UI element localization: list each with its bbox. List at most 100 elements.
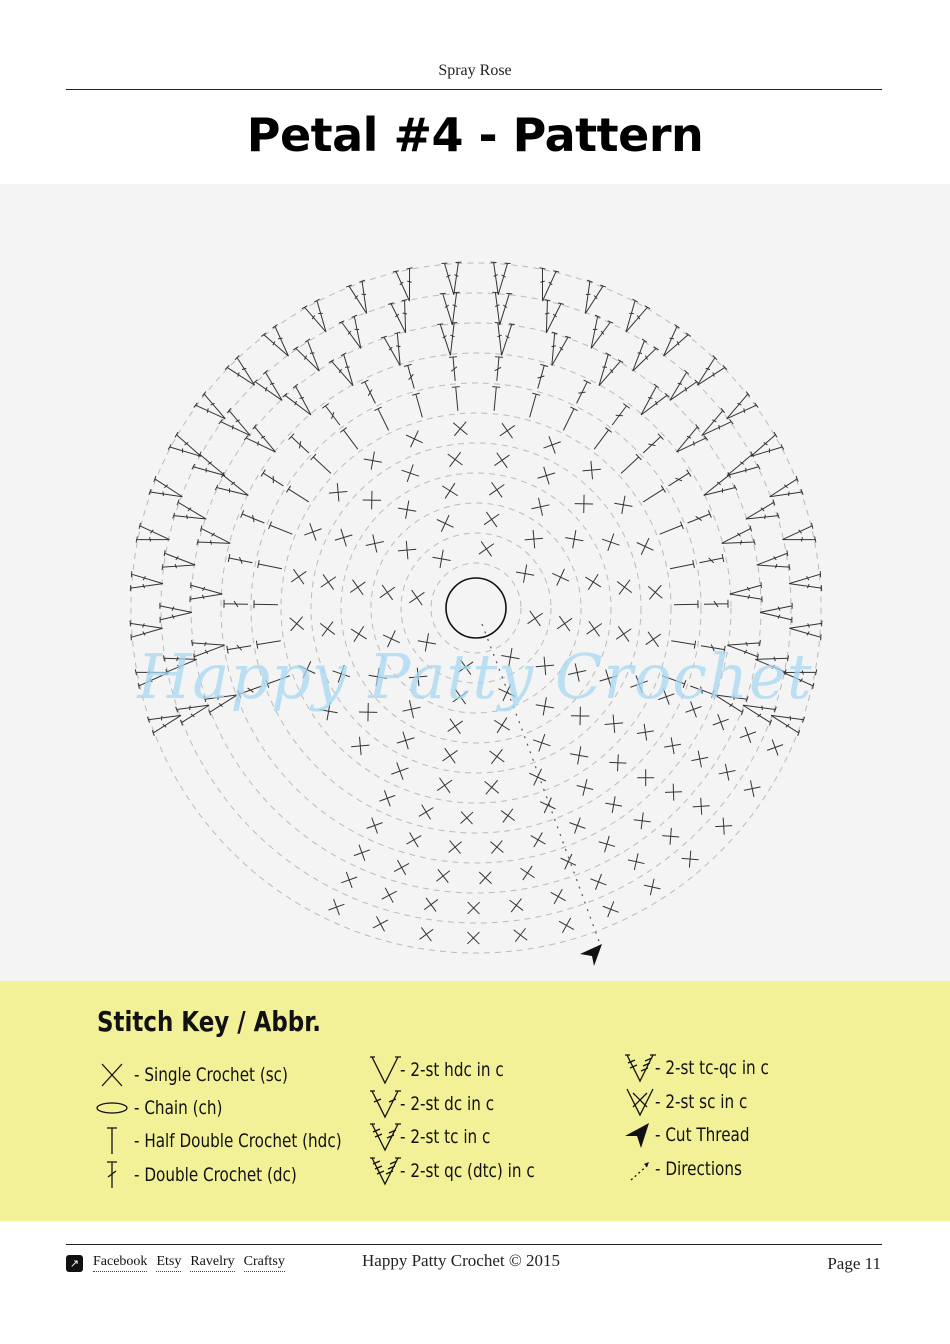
sc-stitch <box>558 917 575 934</box>
stitch-stroke <box>338 314 362 349</box>
stitch-stroke <box>673 600 699 609</box>
stitch-stroke <box>593 427 613 450</box>
stitch-stroke <box>243 424 276 453</box>
stitch-stroke <box>715 817 733 835</box>
stitch-stroke <box>423 897 439 912</box>
sc-stitch <box>605 796 623 814</box>
footer-link-etsy[interactable]: Etsy <box>156 1254 182 1272</box>
sc-stitch <box>441 482 459 499</box>
stitch-stroke <box>358 703 378 722</box>
sc-stitch <box>490 840 504 854</box>
sc-stitch <box>289 616 305 632</box>
stitch-stroke <box>766 739 784 756</box>
stitch-stroke <box>729 582 763 603</box>
stitch-stroke <box>442 747 458 764</box>
hdc-stitch <box>253 600 279 609</box>
stitch-stroke <box>726 451 761 476</box>
stitch-stroke <box>691 750 709 768</box>
stitch-stroke <box>537 466 556 485</box>
stitch-stroke <box>663 324 691 357</box>
sc-stitch <box>417 633 437 652</box>
stitch-stroke <box>408 667 428 687</box>
v-stitch <box>129 571 164 592</box>
sc-stitch <box>381 887 397 903</box>
stitch-stroke <box>782 522 817 543</box>
stitch-stroke <box>687 510 712 524</box>
stitch-stroke <box>409 589 425 606</box>
sc-stitch <box>609 754 627 772</box>
sc-stitch <box>442 747 458 764</box>
dc-stitch <box>642 433 664 454</box>
stitch-stroke <box>406 832 422 848</box>
stitch-stroke <box>700 644 726 654</box>
v-stitch <box>380 331 401 366</box>
sc-stitch <box>501 647 520 667</box>
sc-stitch <box>616 579 633 595</box>
v-stitch <box>729 582 763 603</box>
stitch-stroke <box>351 736 370 756</box>
stitch-stroke <box>319 621 336 637</box>
stitch-stroke <box>531 497 550 516</box>
stitch-stroke <box>661 675 687 688</box>
sc-stitch <box>358 703 378 722</box>
v-stitch <box>490 261 511 295</box>
stitch-stroke <box>366 817 383 834</box>
stitch-stroke <box>396 731 415 750</box>
stitch-stroke <box>490 261 511 295</box>
stitch-stroke <box>739 726 757 743</box>
footer-divider <box>66 1244 882 1245</box>
hdc-stitch <box>492 386 501 411</box>
stitch-stroke <box>570 746 589 765</box>
stitch-stroke <box>381 887 397 903</box>
hdc-stitch <box>255 640 281 649</box>
stitch-stroke <box>494 321 515 356</box>
stitch-stroke <box>668 469 692 487</box>
sc-stitch <box>350 625 367 643</box>
sc-stitch <box>366 817 383 834</box>
v-stitch <box>135 522 170 543</box>
sc-stitch <box>379 584 396 601</box>
stitch-stroke <box>712 713 729 731</box>
footer-link-craftsy[interactable]: Craftsy <box>243 1254 285 1272</box>
sc-stitch <box>565 530 584 549</box>
v-stitch <box>293 338 320 372</box>
stitch-stroke <box>576 379 592 404</box>
v-stitch <box>392 267 413 302</box>
key-item-single-crochet: - Single Crochet (sc) <box>96 1060 326 1090</box>
sc-stitch <box>602 901 619 918</box>
cut-thread-icon <box>625 1123 649 1148</box>
stitch-stroke <box>436 777 453 794</box>
sc-stitch <box>529 768 547 786</box>
stitch-stroke <box>569 817 586 834</box>
stitch-stroke <box>539 267 560 302</box>
stitch-stroke <box>253 600 279 609</box>
stitch-stroke <box>436 514 454 532</box>
sc-stitch <box>715 817 733 835</box>
stitch-stroke <box>490 840 504 854</box>
sc-stitch <box>627 853 645 871</box>
sc-stitch <box>615 626 632 642</box>
sc-stitch <box>328 898 345 916</box>
footer-link-facebook[interactable]: Facebook <box>93 1254 148 1272</box>
sc-stitch <box>478 871 492 885</box>
sc-stitch <box>537 466 556 485</box>
hdc-stitch <box>265 675 291 688</box>
footer-link-ravelry[interactable]: Ravelry <box>190 1254 235 1272</box>
v-stitch <box>203 694 238 716</box>
2st-tc-qc-icon <box>625 1054 656 1083</box>
stitch-stroke <box>699 554 725 564</box>
guide-circle <box>370 502 582 714</box>
stitch-stroke <box>451 386 460 411</box>
sc-stitch <box>436 869 451 883</box>
stitch-stroke <box>498 684 516 702</box>
stitch-stroke <box>310 453 332 474</box>
dc-stitch <box>700 644 726 654</box>
footer-links: ↗ Facebook Etsy Ravelry Craftsy <box>66 1254 285 1272</box>
stitch-stroke <box>452 421 468 437</box>
stitch-stroke <box>494 356 504 381</box>
sc-stitch <box>478 541 495 557</box>
stitch-stroke <box>191 639 225 660</box>
sc-stitch <box>643 878 661 896</box>
stitch-stroke <box>701 407 734 436</box>
stitch-stroke <box>301 298 327 333</box>
